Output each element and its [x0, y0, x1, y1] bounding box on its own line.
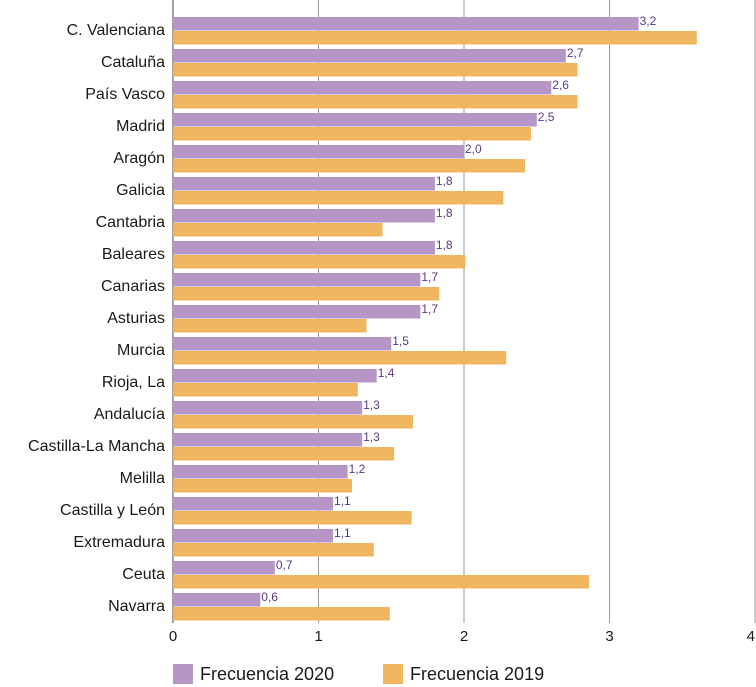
bar	[173, 319, 367, 333]
x-tick-label: 4	[747, 628, 755, 645]
x-tick-label: 3	[605, 628, 613, 645]
data-label: 1,8	[436, 174, 453, 188]
category-label: Asturias	[107, 310, 165, 327]
bar	[173, 575, 590, 589]
bar	[173, 177, 435, 191]
data-label: 1,1	[334, 494, 351, 508]
bar	[173, 223, 383, 237]
bar	[173, 63, 578, 77]
legend-swatch	[173, 664, 193, 684]
bar	[173, 95, 578, 109]
bar	[173, 351, 507, 365]
bar	[173, 479, 352, 493]
data-label: 1,8	[436, 206, 453, 220]
bar	[173, 49, 566, 63]
bar	[173, 497, 334, 511]
category-label: Rioja, La	[102, 374, 165, 391]
bar	[173, 305, 421, 319]
data-label: 2,6	[552, 78, 569, 92]
category-label: País Vasco	[85, 86, 165, 103]
data-label: 1,3	[363, 430, 380, 444]
data-label: 1,7	[421, 270, 438, 284]
category-label: Aragón	[113, 150, 165, 167]
legend-label: Frecuencia 2020	[200, 664, 334, 684]
bar	[173, 127, 531, 141]
bar	[173, 113, 537, 127]
data-label: 0,7	[276, 558, 293, 572]
bar	[173, 145, 464, 159]
category-label: Navarra	[108, 598, 165, 615]
bar	[173, 401, 363, 415]
category-label: Madrid	[116, 118, 165, 135]
category-label: Andalucía	[94, 406, 165, 423]
legend-label: Frecuencia 2019	[410, 664, 544, 684]
category-label: Melilla	[120, 470, 165, 487]
data-label: 1,1	[334, 526, 351, 540]
bar	[173, 561, 275, 575]
legend-swatch	[383, 664, 403, 684]
data-label: 1,2	[349, 462, 366, 476]
bar	[173, 31, 697, 45]
bar	[173, 511, 412, 525]
data-label: 2,7	[567, 46, 584, 60]
category-label: C. Valenciana	[67, 22, 166, 39]
bar	[173, 287, 440, 301]
bar	[173, 191, 504, 205]
bar	[173, 433, 363, 447]
bar	[173, 369, 377, 383]
bar	[173, 593, 261, 607]
data-label: 1,3	[363, 398, 380, 412]
bar	[173, 543, 374, 557]
bar	[173, 607, 390, 621]
bar	[173, 529, 334, 543]
data-label: 1,4	[378, 366, 395, 380]
category-label: Extremadura	[73, 534, 165, 551]
x-tick-label: 2	[460, 628, 468, 645]
bar	[173, 159, 526, 173]
data-label: 1,7	[421, 302, 438, 316]
bar	[173, 447, 395, 461]
data-label: 3,2	[640, 14, 657, 28]
category-label: Cantabria	[96, 214, 165, 231]
bar	[173, 337, 392, 351]
data-label: 1,8	[436, 238, 453, 252]
bar	[173, 241, 435, 255]
bar	[173, 17, 639, 31]
bar	[173, 81, 552, 95]
bar	[173, 209, 435, 223]
x-tick-label: 0	[169, 628, 177, 645]
x-tick-label: 1	[314, 628, 322, 645]
category-label: Castilla-La Mancha	[28, 438, 165, 455]
category-label: Cataluña	[101, 54, 165, 71]
bar	[173, 465, 348, 479]
data-label: 2,5	[538, 110, 555, 124]
data-label: 2,0	[465, 142, 482, 156]
bar	[173, 383, 358, 397]
data-label: 1,5	[392, 334, 409, 348]
category-label: Baleares	[102, 246, 165, 263]
category-label: Murcia	[117, 342, 165, 359]
bar	[173, 273, 421, 287]
data-label: 0,6	[261, 590, 278, 604]
bar	[173, 415, 414, 429]
bar	[173, 255, 466, 269]
category-label: Ceuta	[122, 566, 165, 583]
category-label: Castilla y León	[60, 502, 165, 519]
category-label: Galicia	[116, 182, 165, 199]
category-label: Canarias	[101, 278, 165, 295]
